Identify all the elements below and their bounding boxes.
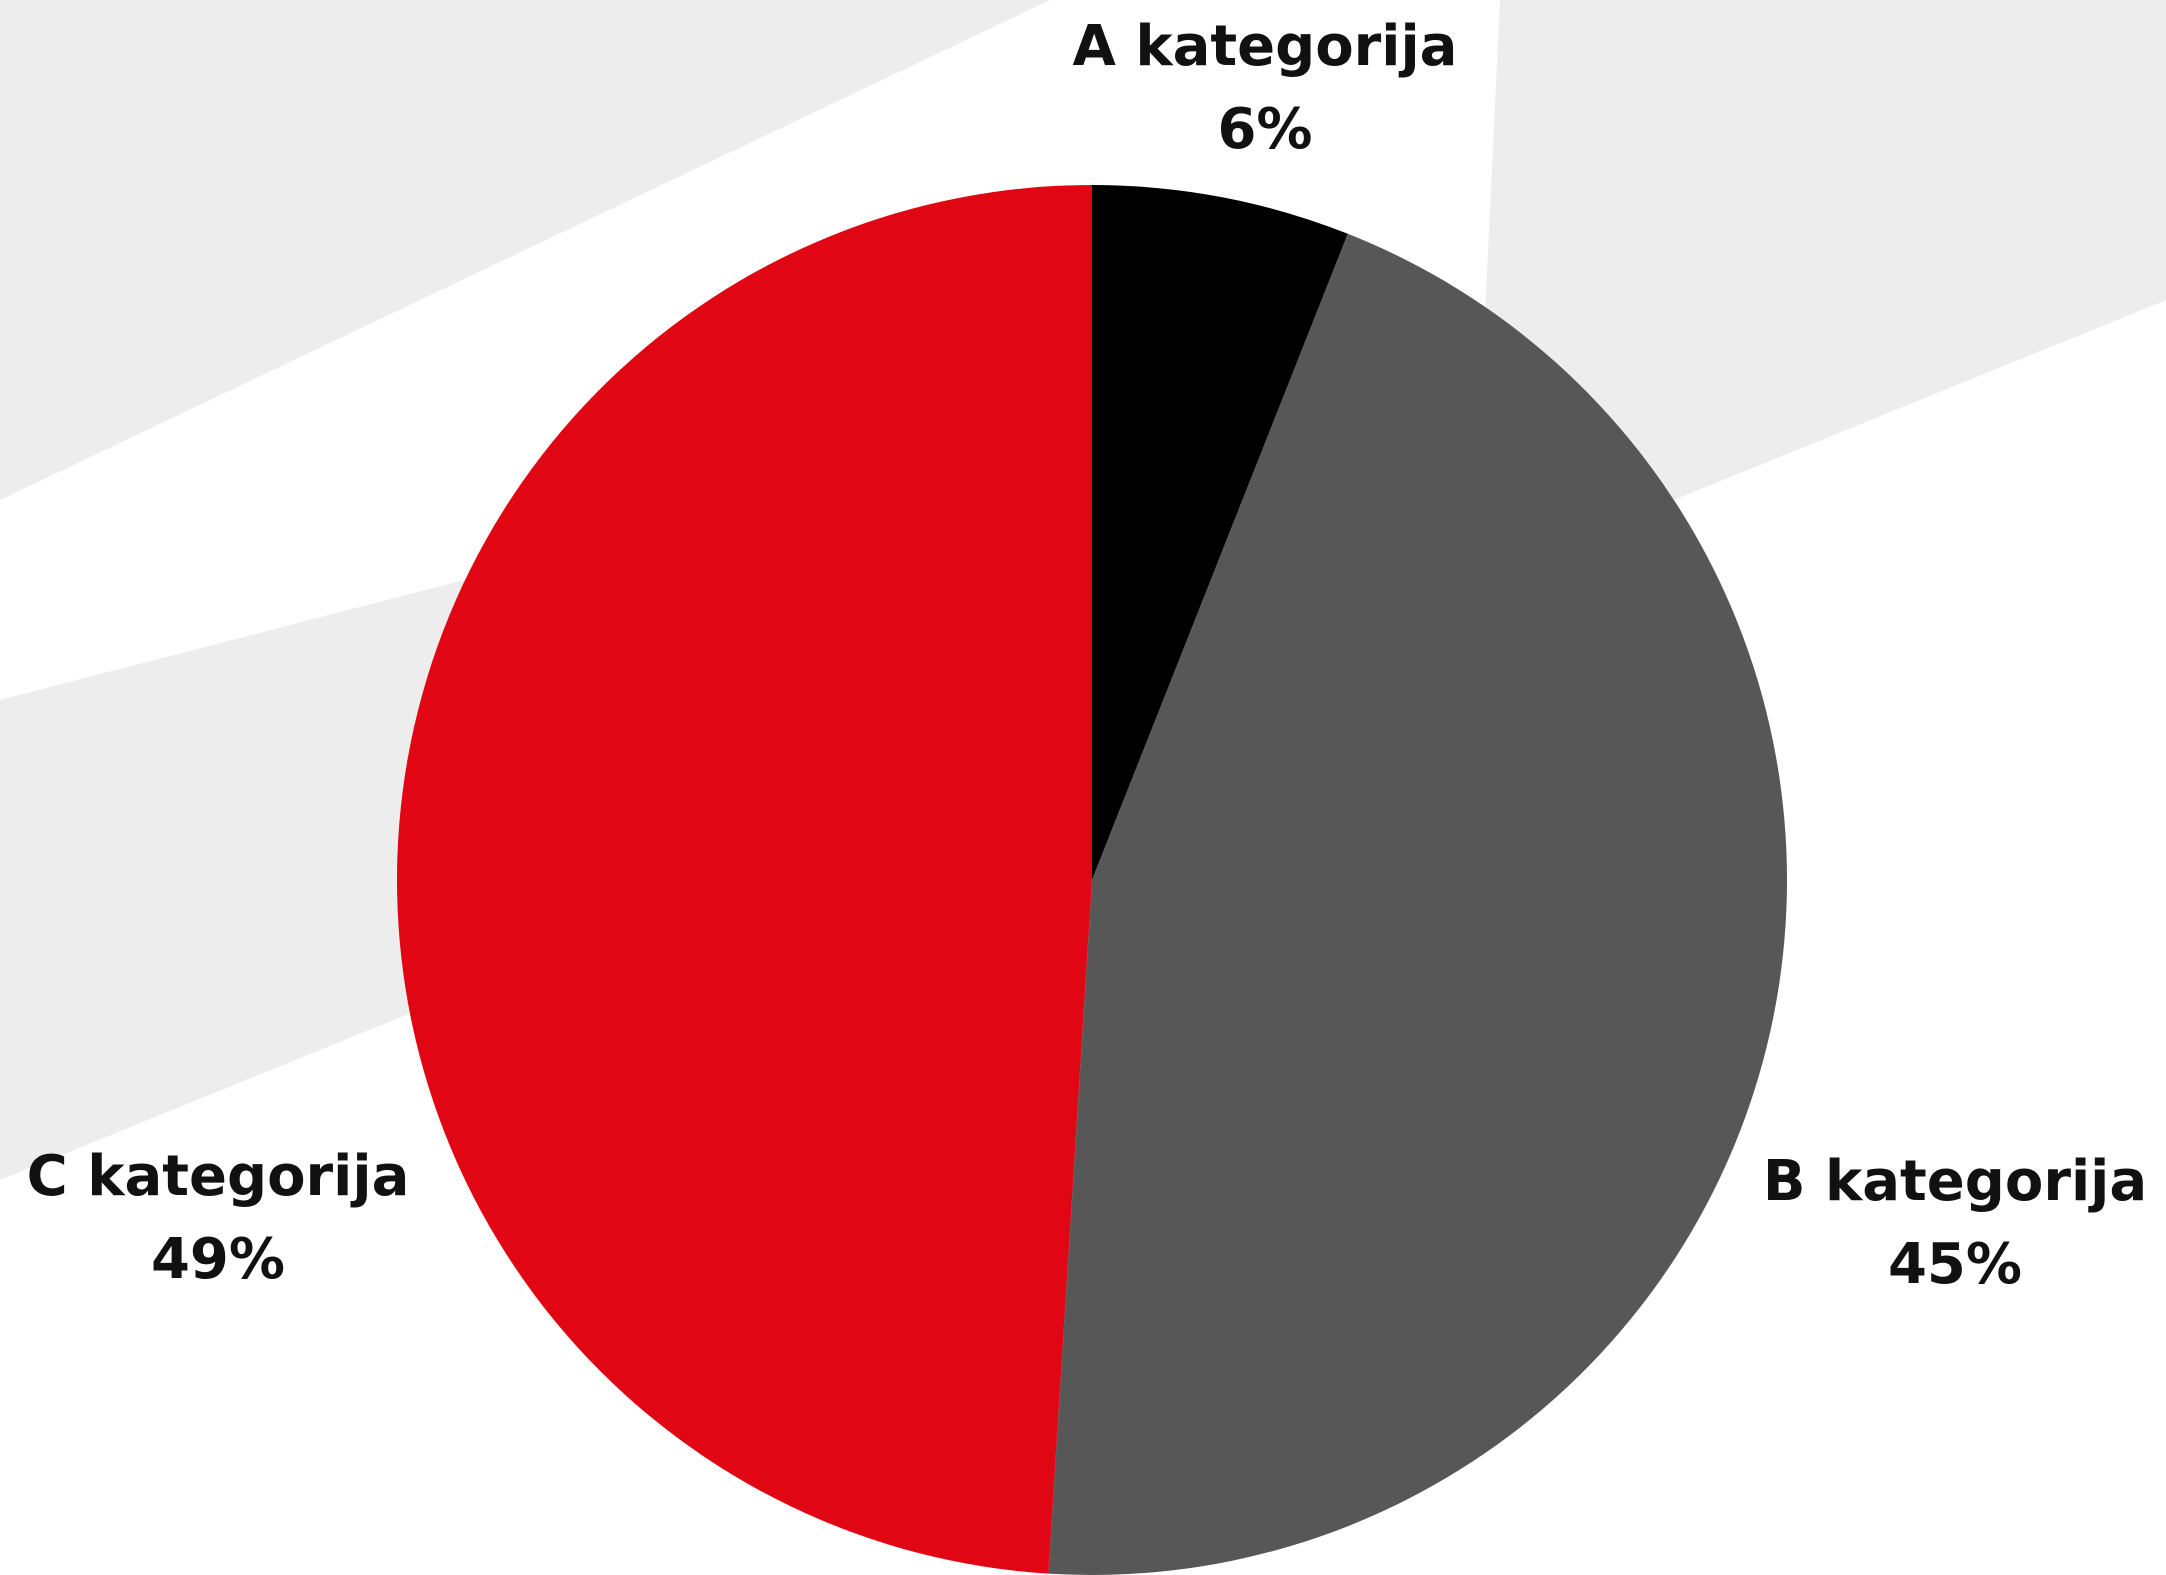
slice-label-name: A kategorija (1073, 14, 1458, 79)
slice-label-name: C kategorija (27, 1144, 410, 1209)
pie-slice-c-kategorija (397, 185, 1092, 1574)
slice-label-name: B kategorija (1763, 1149, 2147, 1214)
slice-label-value: 49% (151, 1227, 285, 1292)
slice-labels: A kategorija 6% B kategorija 45% C kategorij… (27, 14, 2148, 1297)
pie-slice-a-kategorija (1092, 185, 1348, 880)
slice-label-value: 45% (1888, 1232, 2022, 1297)
slice-label-value: 6% (1217, 97, 1312, 162)
pie-slice-b-kategorija (1048, 233, 1788, 1575)
pie-slices (397, 185, 1788, 1575)
background-band (1480, 0, 2166, 420)
background-band (0, 0, 1050, 500)
